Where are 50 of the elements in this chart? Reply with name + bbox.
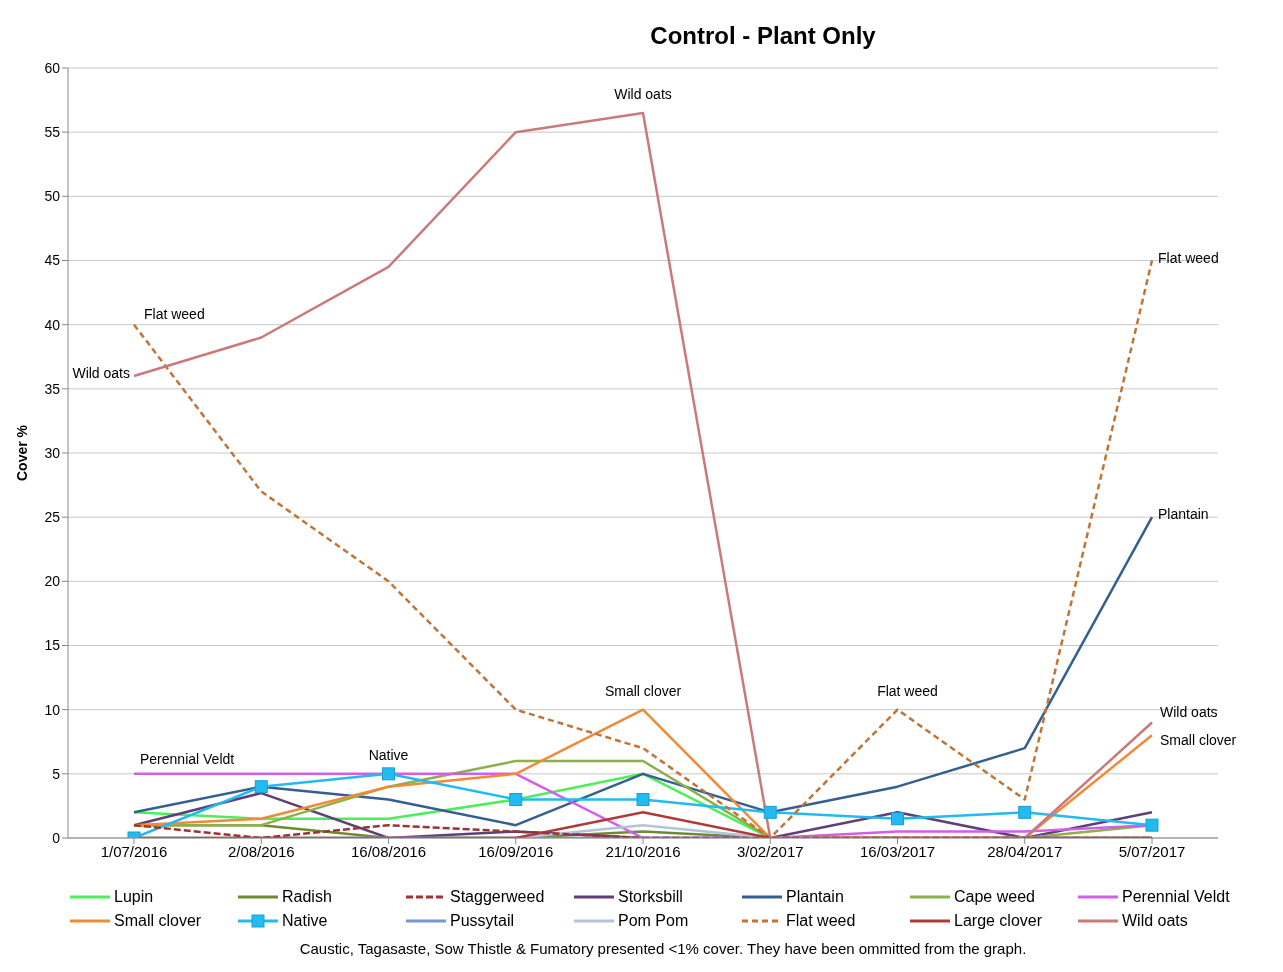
x-tick-label: 21/10/2016 [605, 842, 681, 860]
legend-label: Pussytail [450, 912, 515, 930]
chart-title: Control - Plant Only [650, 22, 877, 50]
legend-label: Native [282, 912, 328, 930]
y-tick-label: 15 [44, 637, 61, 654]
legend-label: Flat weed [786, 912, 856, 930]
legend-label: Pom Pom [618, 912, 689, 930]
annotation: Wild oats [614, 85, 672, 102]
annotation: Wild oats [72, 365, 130, 381]
legend-label: Staggerweed [450, 888, 545, 906]
x-tick-label: 5/07/2017 [1118, 842, 1186, 860]
text: Caustic, Tagasaste, Sow Thistle & Fumatory presented <1% cover. They have been ommitted from the graph. [298, 940, 1028, 957]
annotation: Perennial Veldt [140, 750, 235, 767]
y-tick-label: 40 [44, 316, 61, 333]
legend-label: Large clover [954, 912, 1043, 930]
y-axis-title: Cover % [13, 424, 30, 482]
x-tick-label: 3/02/2017 [736, 842, 804, 860]
annotation: Small clover [1160, 732, 1237, 749]
annotation: Flat weed [144, 305, 205, 322]
y-tick-label: 50 [44, 188, 61, 205]
annotation: Plantain [1158, 506, 1209, 523]
y-tick-label: 60 [44, 59, 61, 76]
y-tick-label: 55 [44, 124, 61, 141]
annotation: Flat weed [877, 682, 938, 699]
annotation: Small clover [604, 682, 682, 699]
legend-label: Wild oats [1122, 912, 1188, 930]
x-tick-label: 2/08/2016 [227, 842, 295, 860]
y-tick-label: 20 [44, 573, 61, 590]
legend-label: Lupin [114, 888, 154, 906]
legend-label: Cape weed [954, 888, 1035, 906]
legend-label: Perennial Veldt [1122, 888, 1230, 906]
x-tick-label: 1/07/2016 [100, 842, 168, 860]
y-tick-label: 5 [52, 765, 61, 782]
y-tick-label: 35 [44, 380, 61, 397]
legend-label: Small clover [114, 912, 202, 930]
y-tick-label: 25 [44, 509, 61, 526]
annotation: Flat weed [1158, 249, 1219, 266]
legend-label: Storksbill [618, 888, 683, 906]
x-tick-label: 16/09/2016 [478, 842, 554, 860]
y-tick-label: 30 [44, 444, 61, 461]
annotation: Native [368, 746, 409, 763]
y-tick-label: 10 [44, 701, 61, 718]
x-tick-label: 28/04/2017 [987, 842, 1063, 860]
y-tick-label: 45 [44, 252, 61, 269]
x-tick-label: 16/08/2016 [350, 842, 427, 860]
legend-label: Plantain [786, 888, 844, 906]
legend-label: Radish [282, 888, 332, 906]
x-tick-label: 16/03/2017 [859, 842, 936, 860]
annotation: Wild oats [1160, 703, 1218, 720]
y-tick-label: 0 [52, 829, 61, 846]
